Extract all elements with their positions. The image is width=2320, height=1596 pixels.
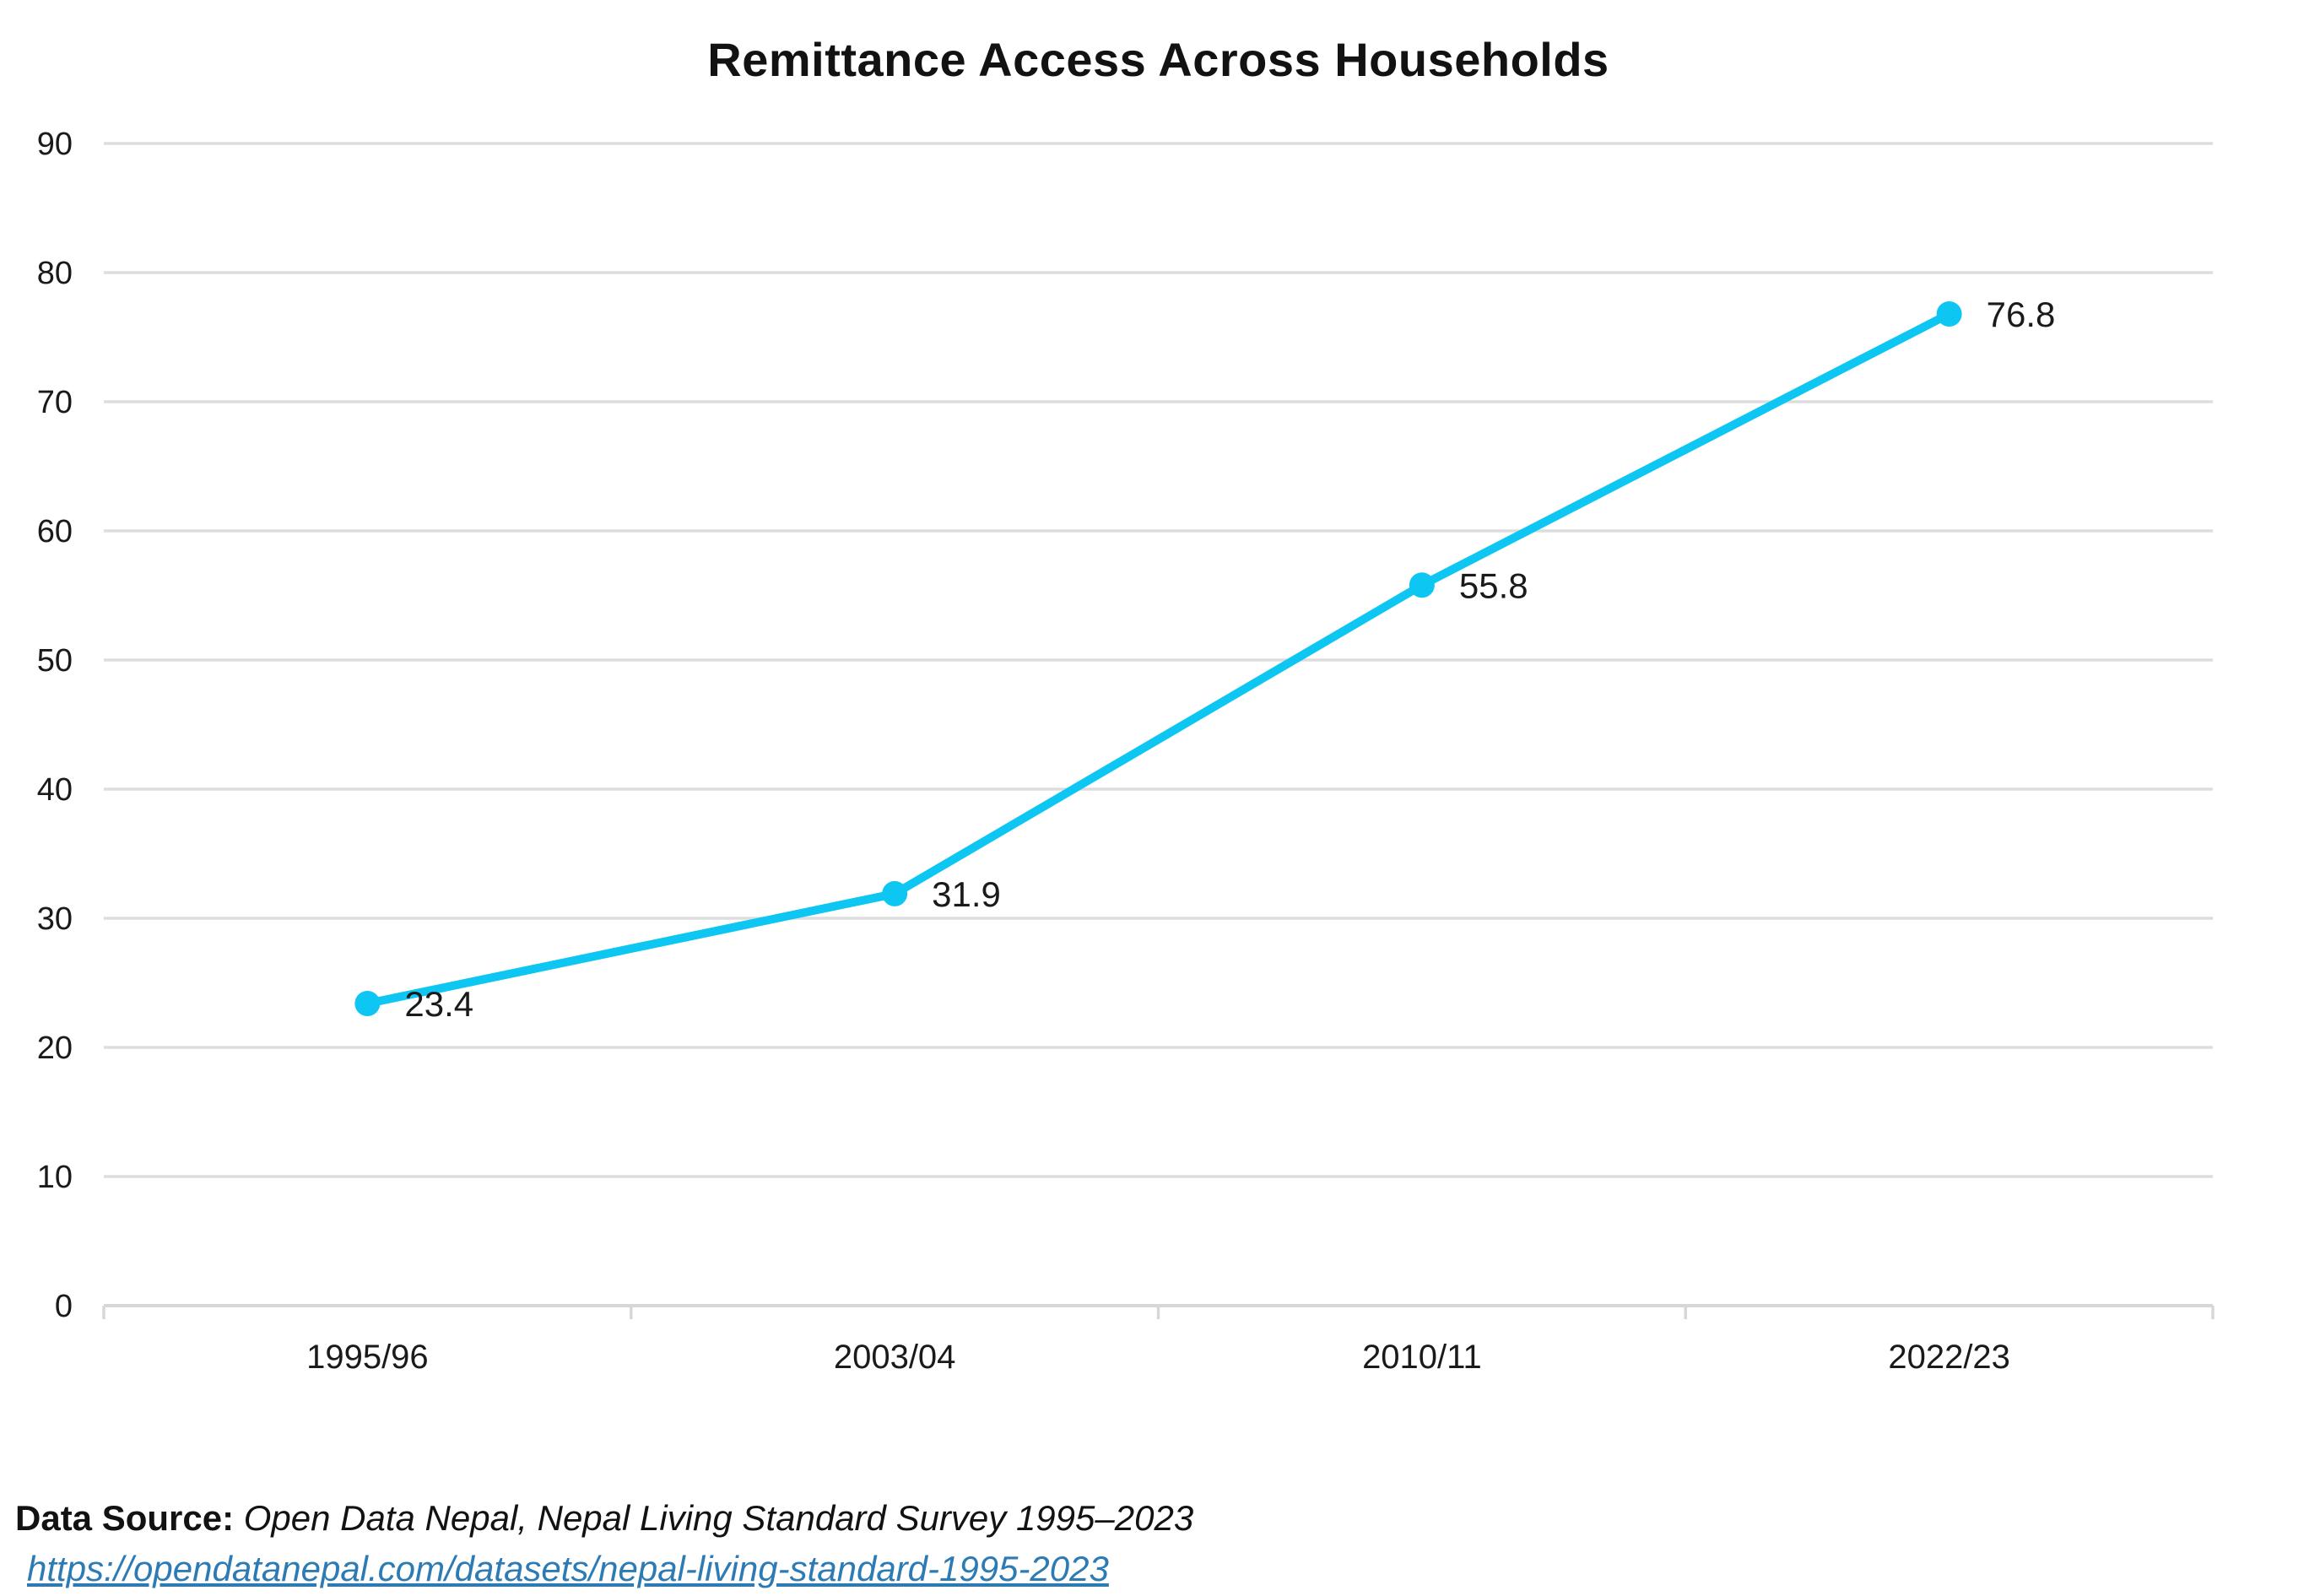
y-tick-label: 50 [37,643,73,679]
chart-svg: 0 10 20 30 40 50 60 70 80 90 1995/96 2003/04 2010/11… [37,127,2215,1376]
x-tick-label: 2022/23 [1888,1339,2010,1376]
data-point [882,880,908,906]
chart-title: Remittance Access Across Households [707,33,1609,86]
series-line [363,309,1954,1008]
y-tick-label: 30 [37,901,73,937]
y-tick-label: 60 [37,514,73,549]
data-point [1409,572,1435,598]
x-tick-label: 2010/11 [1362,1339,1482,1376]
y-tick-label: 70 [37,385,73,420]
data-point-label: 31.9 [932,874,1001,914]
data-source-label: Data Source: [15,1498,235,1538]
data-point [1936,300,1962,327]
data-source-line: Data Source: Open Data Nepal, Nepal Livi… [15,1496,1193,1541]
data-point-label: 55.8 [1459,565,1528,605]
y-tick-label: 40 [37,772,73,808]
data-source-footer: Data Source: Open Data Nepal, Nepal Livi… [15,1496,1193,1592]
x-tick-label: 2003/04 [834,1339,956,1376]
y-tick-label: 0 [55,1289,73,1324]
y-tick-label: 10 [37,1160,73,1195]
y-tick-label: 90 [37,127,73,162]
data-point-label: 23.4 [404,984,473,1024]
y-tick-label: 20 [37,1031,73,1066]
data-point [354,990,381,1016]
data-source-text: Open Data Nepal, Nepal Living Standard S… [234,1498,1194,1538]
data-source-link-line: https://opendatanepal.com/datasets/nepal… [15,1546,1193,1592]
x-tick-label: 1995/96 [306,1339,429,1376]
data-point-label: 76.8 [1987,295,2056,334]
data-source-link[interactable]: https://opendatanepal.com/datasets/nepal… [27,1549,1109,1588]
y-tick-label: 80 [37,256,73,291]
